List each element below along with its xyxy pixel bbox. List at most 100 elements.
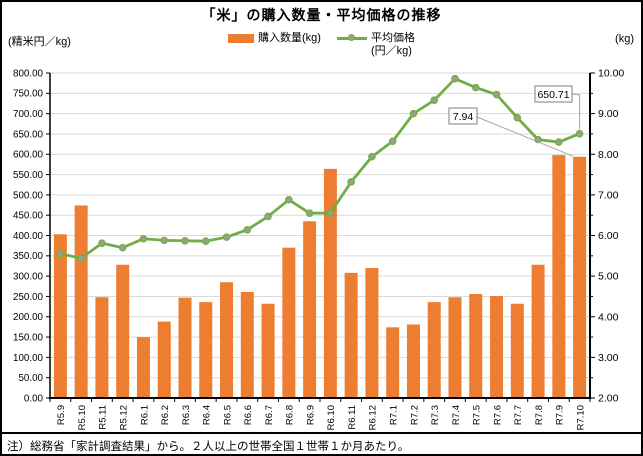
line-point-R6.4 xyxy=(201,237,210,245)
bar-R6.11 xyxy=(344,272,358,398)
bar-R7.1 xyxy=(386,327,400,398)
right-axis-ticks: 2.00 3.00 4.00 5.00 6.00 7.00 8.00 9.00 10.00 xyxy=(590,68,624,405)
x-axis-label-R5.9: R5.9 xyxy=(56,405,67,425)
line-marker-icon xyxy=(347,34,355,41)
bar-R5.11 xyxy=(95,297,109,398)
bar-R6.1 xyxy=(136,337,150,398)
callout-box xyxy=(534,85,573,103)
price-line xyxy=(56,74,584,263)
x-axis-label-R6.4: R6.4 xyxy=(202,405,213,425)
bar-R7.10 xyxy=(573,156,587,398)
right-axis-tick-label: 5.00 xyxy=(598,271,619,283)
x-axis-label-R5.11: R5.11 xyxy=(98,405,109,430)
x-axis-label-R6.10: R6.10 xyxy=(326,405,337,430)
x-axis-label-R7.2: R7.2 xyxy=(409,405,420,425)
x-axis-label-R6.11: R6.11 xyxy=(347,405,358,430)
legend-price-label: 平均価格 (円／kg) xyxy=(370,32,415,57)
legend-item-price: 平均価格 (円／kg) xyxy=(336,32,415,58)
bar-R7.8 xyxy=(531,264,545,398)
x-axis-label-R6.6: R6.6 xyxy=(243,405,254,425)
x-axis: R5.9 R5.10 R5.11 R5.12 R6.1 R6.2 R6.3 R6.4 R6.5 R… xyxy=(49,398,591,430)
left-axis-tick-label: 650.00 xyxy=(13,129,44,140)
left-axis-tick-label: 150.00 xyxy=(13,332,44,343)
quantity-bars xyxy=(53,155,587,398)
line-point-R6.10 xyxy=(326,209,335,217)
left-axis-tick-label: 300.00 xyxy=(13,272,44,283)
bar-R6.12 xyxy=(365,268,379,398)
x-axis-label-R5.12: R5.12 xyxy=(118,405,129,430)
x-axis-label-R6.8: R6.8 xyxy=(285,405,296,425)
chart-title: 「米」の購入数量・平均価格の推移 xyxy=(201,7,442,23)
line-point-R6.1 xyxy=(139,234,148,243)
bar-R6.8 xyxy=(282,247,296,398)
x-axis-label-R7.6: R7.6 xyxy=(492,405,503,425)
bar-R7.3 xyxy=(427,302,441,398)
bar-R5.9 xyxy=(53,234,67,398)
bar-R7.5 xyxy=(469,294,483,398)
left-axis-ticks: 0.00 50.00 100.00 150.00 200.00 250.00 300.00 3… xyxy=(13,68,50,404)
right-axis-tick-label: 2.00 xyxy=(598,393,619,405)
callout-leader xyxy=(571,93,581,130)
line-point-R6.5 xyxy=(222,233,231,241)
line-point-R7.4 xyxy=(451,74,459,83)
chart-plot-area: 0.00 50.00 100.00 150.00 200.00 250.00 300.00 3… xyxy=(13,68,624,431)
left-axis-tick-label: 750.00 xyxy=(13,89,44,100)
left-axis-tick-label: 800.00 xyxy=(13,68,44,79)
x-axis-label-R6.7: R6.7 xyxy=(264,405,275,425)
bar-R6.4 xyxy=(199,302,213,398)
right-axis-unit-label: (kg) xyxy=(615,33,634,45)
left-axis-tick-label: 0.00 xyxy=(24,393,44,404)
bar-R6.10 xyxy=(323,168,337,398)
line-point-R5.12 xyxy=(118,243,127,252)
callout-box xyxy=(448,107,478,125)
x-axis-label-R7.4: R7.4 xyxy=(451,405,462,425)
x-axis-label-R6.3: R6.3 xyxy=(181,405,192,425)
bar-R7.9 xyxy=(552,155,566,398)
left-axis-unit-label: (精米円／kg) xyxy=(8,36,71,48)
legend-item-quantity: 購入数量(kg) xyxy=(228,32,321,45)
line-point-R6.2 xyxy=(160,236,169,245)
bar-R6.5 xyxy=(220,282,234,398)
right-axis-tick-label: 9.00 xyxy=(598,108,619,120)
line-point-R6.3 xyxy=(181,236,189,245)
line-point-R6.7 xyxy=(264,212,272,221)
line-legend-swatch xyxy=(336,32,367,45)
legend-quantity-label: 購入数量(kg) xyxy=(258,32,321,44)
x-axis-label-R7.9: R7.9 xyxy=(555,405,566,425)
line-point-R7.7 xyxy=(513,113,522,122)
annotations: 7.94 650.71 xyxy=(448,85,581,157)
x-axis-label-R6.12: R6.12 xyxy=(368,405,379,430)
line-point-R7.9 xyxy=(555,138,563,146)
right-axis-tick-label: 4.00 xyxy=(598,311,619,323)
line-point-R5.10 xyxy=(77,254,85,263)
left-axis-tick-label: 450.00 xyxy=(13,211,44,222)
source-note: 注）総務省「家計調査結果」から。２人以上の世帯全国１世帯１か月あたり。 xyxy=(2,432,641,454)
left-axis-tick-label: 600.00 xyxy=(13,150,44,161)
x-axis-label-R6.1: R6.1 xyxy=(139,405,150,425)
bar-R6.2 xyxy=(157,321,171,398)
right-axis-tick-label: 3.00 xyxy=(598,352,619,364)
x-axis-label-R6.9: R6.9 xyxy=(305,405,316,425)
left-axis-tick-label: 100.00 xyxy=(13,353,44,364)
x-axis-label-R5.10: R5.10 xyxy=(77,405,88,430)
left-axis-tick-label: 500.00 xyxy=(13,190,44,201)
line-point-R6.6 xyxy=(243,226,252,234)
callout-leader xyxy=(476,116,574,157)
callout-value: 650.71 xyxy=(537,89,569,101)
bar-R7.2 xyxy=(406,324,420,398)
left-axis-tick-label: 400.00 xyxy=(13,231,44,242)
right-axis-tick-label: 7.00 xyxy=(598,189,619,201)
x-axis-label-R7.3: R7.3 xyxy=(430,405,441,425)
line-point-R6.9 xyxy=(305,209,314,217)
legend: 購入数量(kg) 平均価格 (円／kg) xyxy=(2,32,641,58)
bar-R7.7 xyxy=(510,303,524,398)
line-point-R6.8 xyxy=(285,195,293,204)
line-point-R7.3 xyxy=(430,96,439,105)
x-axis-label-R7.8: R7.8 xyxy=(534,405,545,425)
bar-R6.6 xyxy=(240,291,254,398)
left-axis-tick-label: 250.00 xyxy=(13,292,44,303)
right-axis-tick-label: 6.00 xyxy=(598,230,619,242)
left-axis-tick-label: 350.00 xyxy=(13,251,44,262)
x-axis-label-R7.10: R7.10 xyxy=(575,405,586,430)
right-axis-tick-label: 8.00 xyxy=(598,149,619,161)
